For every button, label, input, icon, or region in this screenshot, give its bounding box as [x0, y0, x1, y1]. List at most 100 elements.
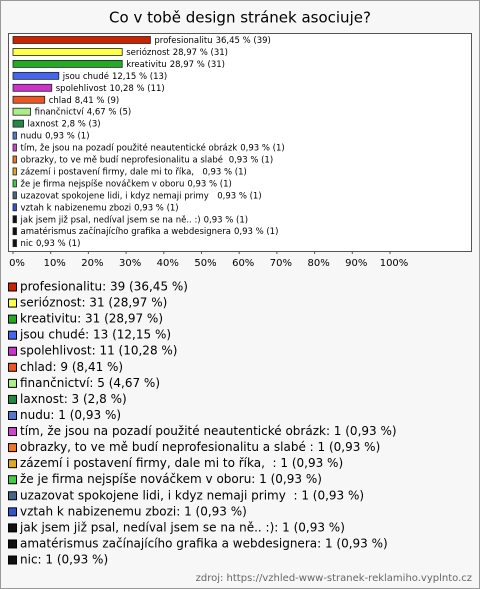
x-tick-label: 30% — [119, 258, 141, 269]
bar — [12, 227, 17, 236]
bar — [12, 143, 17, 152]
bar-label: spolehlivost 10,28 % (11) — [56, 83, 165, 93]
legend-swatch — [8, 443, 17, 453]
legend-label: vztah k nabizenemu zbozi: 1 (0,93 %) — [20, 504, 247, 518]
bar-label-name: jsou chudé — [62, 70, 109, 81]
legend-swatch — [8, 346, 17, 356]
bar — [12, 203, 17, 212]
legend-label: spolehlivost: 11 (10,28 %) — [20, 344, 177, 358]
legend-label: serióznost: 31 (28,97 %) — [20, 296, 167, 310]
legend-swatch — [8, 394, 17, 404]
legend-label: jsou chudé: 13 (12,15 %) — [19, 328, 171, 342]
legend-label: tím, že jsou na pozadí použité neautenti… — [20, 424, 397, 438]
bar-label-name: jak jsem již psal, nedíval jsem se na ně… — [20, 215, 201, 225]
bar-label: obrazky, to ve mě budí neprofesionalitu … — [21, 154, 274, 165]
bar-label-name: kreativitu — [126, 59, 166, 69]
legend-label: chlad: 9 (8,41 %) — [20, 360, 123, 374]
bar-label-name: profesionalitu — [154, 36, 212, 46]
bar-value-label: 0,93 % (1) — [134, 203, 178, 213]
legend-swatch — [8, 362, 17, 372]
legend-swatch — [8, 330, 17, 340]
x-tick-label: 50% — [194, 258, 216, 269]
bar-label: jak jsem již psal, nedíval jsem se na ně… — [20, 215, 249, 225]
bar-value-label: 0,93 % (1) — [204, 215, 248, 225]
bar-label: jsou chudé 12,15 % (13) — [62, 70, 167, 81]
bar-label-name: spolehlivost — [56, 83, 107, 93]
x-tick-label: 80% — [307, 258, 329, 269]
legend-swatch — [8, 298, 17, 308]
legend-swatch — [8, 491, 17, 501]
bar-value-label: 36,45 % (39) — [216, 36, 271, 46]
bar — [12, 191, 17, 200]
bar-value-label: 8,41 % (9) — [75, 95, 119, 105]
bar — [12, 119, 24, 128]
bar — [12, 179, 17, 188]
bar-label-name: nudu — [21, 131, 43, 141]
x-tick-label: 100% — [380, 258, 409, 269]
bar-label: finančnictví 4,67 % (5) — [35, 106, 132, 117]
bar-label-name: laxnost — [28, 119, 60, 129]
bar-label: že je firma nejspíše nováčkem v oboru 0,9… — [21, 178, 232, 189]
legend-swatch — [8, 507, 17, 517]
x-tick-label: 70% — [270, 258, 292, 269]
bar-label: zázemí i postavení firmy, dale mi to řík… — [21, 167, 247, 177]
bar-label-name: serióznost — [126, 46, 170, 57]
bar-label-name: chlad — [49, 95, 72, 105]
bar-value-label: 28,97 % (31) — [170, 59, 225, 69]
legend-label: obrazky, to ve mě budí neprofesionalitu … — [20, 440, 380, 454]
bar — [12, 95, 46, 104]
legend-label: laxnost: 3 (2,8 %) — [20, 392, 127, 406]
legend-swatch — [8, 427, 17, 437]
bar-label: nic 0,93 % (1) — [21, 239, 81, 249]
legend-label: kreativitu: 31 (28,97 %) — [20, 312, 163, 326]
x-tick-label: 20% — [81, 258, 103, 269]
bar-label-name: amatérismus začínajícího grafika a webde… — [21, 226, 231, 237]
source: zdroj: https://vzhled-www-stranek-reklam… — [196, 573, 472, 584]
bar — [12, 48, 123, 56]
legend-swatch — [8, 555, 17, 565]
legend-label: profesionalitu: 39 (36,45 %) — [20, 280, 188, 294]
plot-frame — [8, 33, 472, 252]
bar-label: vztah k nabizenemu zbozi 0,93 % (1) — [21, 203, 179, 213]
legend-label: amatérismus začínajícího grafika a webde… — [20, 536, 388, 550]
bar — [12, 83, 53, 92]
bar-value-label: 4,67 % (5) — [87, 107, 131, 117]
bar-value-label: 0,93 % (1) — [217, 191, 261, 201]
legend-swatch — [8, 378, 17, 388]
x-tick-label: 10% — [44, 258, 66, 269]
bar — [12, 71, 60, 80]
bar-value-label: 0,93 % (1) — [36, 239, 80, 249]
bar-label-name: vztah k nabizenemu zbozi — [21, 203, 132, 213]
bar — [12, 167, 17, 176]
bar-label: laxnost 2,8 % (3) — [28, 119, 101, 129]
bar-value-label: 0,93 % (1) — [45, 131, 89, 141]
legend-swatch — [8, 410, 17, 420]
legend-label: nudu: 1 (0,93 %) — [20, 408, 121, 422]
x-tick-label: 0% — [9, 258, 25, 269]
bar-label-name: že je firma nejspíše nováčkem v oboru — [21, 178, 185, 189]
bar-label-name: zázemí i postavení firmy, dale mi to řík… — [21, 167, 200, 177]
legend-swatch — [8, 475, 17, 485]
bar-value-label: 0,93 % (1) — [240, 143, 284, 153]
bar-label: amatérismus začínajícího grafika a webde… — [21, 226, 279, 237]
bar-label-name: nic — [21, 239, 34, 249]
bar-label: nudu 0,93 % (1) — [21, 131, 90, 141]
chart-title: Co v tobě design stránek asociuje? — [109, 9, 371, 27]
legend-label: nic: 1 (0,93 %) — [20, 553, 108, 567]
bar-label: uzazovat spokojene lidi, i kdyz nemaji p… — [21, 191, 262, 201]
bar — [12, 60, 123, 68]
legend-swatch — [8, 539, 17, 549]
bar-value-label: 2,8 % (3) — [62, 119, 101, 129]
bar-label: chlad 8,41 % (9) — [49, 95, 119, 105]
bar-label: tím, že jsou na pozadí použité neautenti… — [21, 142, 285, 153]
bar — [12, 215, 17, 224]
bar-value-label: 0,93 % (1) — [234, 227, 278, 237]
bar-label: profesionalitu 36,45 % (39) — [154, 36, 270, 46]
bar — [12, 36, 151, 44]
bar-value-label: 0,93 % (1) — [187, 179, 231, 189]
bar — [12, 107, 32, 116]
bar-value-label: 10,28 % (11) — [109, 83, 164, 93]
bar-value-label: 0,93 % (1) — [202, 167, 246, 177]
bar — [12, 131, 17, 140]
legend-swatch — [8, 523, 17, 533]
